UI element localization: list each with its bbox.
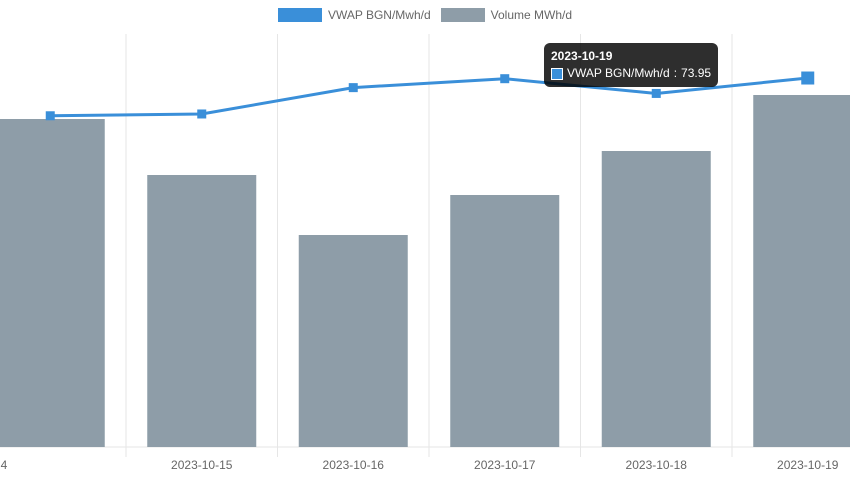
volume-bar bbox=[753, 95, 850, 447]
volume-bar bbox=[298, 235, 408, 447]
chart-tooltip: 2023-10-19 VWAP BGN/Mwh/d: 73.95 bbox=[544, 43, 719, 87]
vwap-line bbox=[50, 76, 808, 118]
chart-legend: VWAP BGN/Mwh/d Volume MWh/d bbox=[0, 8, 850, 22]
vwap-point bbox=[348, 83, 358, 93]
x-tick-label: 2023-10-15 bbox=[171, 458, 233, 472]
legend-label-volume: Volume MWh/d bbox=[490, 8, 573, 22]
tooltip-series-label: VWAP BGN/Mwh/d bbox=[567, 66, 670, 80]
vwap-point bbox=[197, 109, 207, 119]
x-tick-label: 4 bbox=[1, 458, 8, 472]
vwap-point bbox=[801, 71, 815, 85]
legend-swatch-volume bbox=[440, 8, 485, 22]
x-tick-label: 2023-10-17 bbox=[474, 458, 536, 472]
legend-label-vwap: VWAP BGN/Mwh/d bbox=[327, 8, 431, 22]
tooltip-swatch bbox=[551, 67, 563, 80]
volume-bar bbox=[0, 119, 105, 447]
legend-item-vwap[interactable]: VWAP BGN/Mwh/d bbox=[277, 8, 431, 22]
legend-swatch-vwap bbox=[277, 8, 322, 22]
vwap-point bbox=[651, 88, 661, 98]
tooltip-row: VWAP BGN/Mwh/d: 73.95 bbox=[551, 65, 711, 82]
tooltip-colon: : bbox=[673, 66, 678, 80]
x-tick-label: 2023-10-19 bbox=[777, 458, 839, 472]
volume-bar bbox=[450, 195, 560, 447]
vwap-point bbox=[45, 111, 55, 121]
volume-bar bbox=[147, 175, 257, 447]
volume-bar bbox=[601, 151, 711, 447]
tooltip-title: 2023-10-19 bbox=[551, 49, 613, 63]
x-tick-label: 2023-10-16 bbox=[323, 458, 385, 472]
x-tick-label: 2023-10-18 bbox=[626, 458, 688, 472]
vwap-point bbox=[500, 74, 510, 84]
tooltip-value: 73.95 bbox=[681, 66, 712, 80]
legend-item-volume[interactable]: Volume MWh/d bbox=[440, 8, 573, 22]
